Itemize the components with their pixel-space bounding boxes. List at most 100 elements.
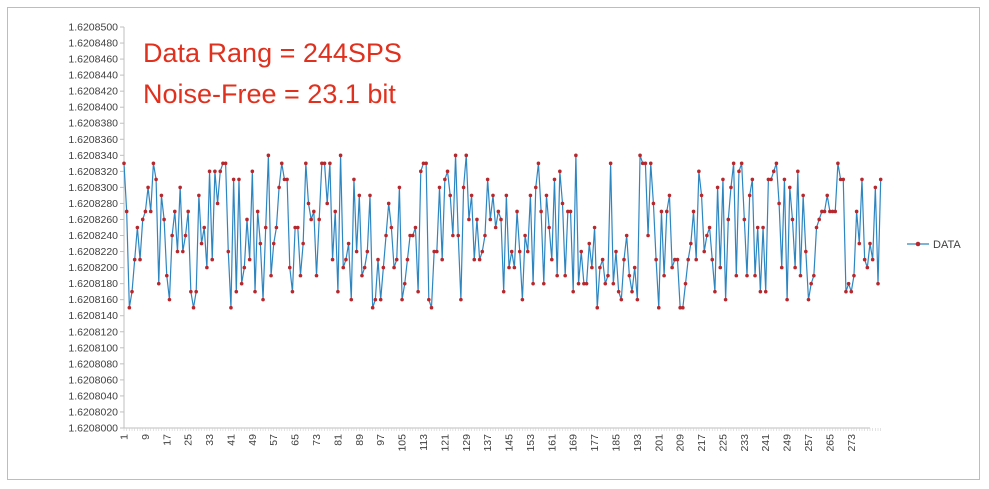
data-point [643, 161, 648, 166]
data-point [624, 233, 629, 238]
data-point [630, 289, 634, 294]
data-point [860, 177, 864, 182]
data-point [844, 289, 848, 294]
x-tick-label: 233 [739, 434, 751, 452]
data-point [229, 305, 233, 310]
y-tick-label: 1.6208360 [68, 134, 118, 146]
data-point [595, 305, 600, 310]
data-point [378, 297, 383, 302]
data-point [122, 161, 126, 166]
data-point [812, 273, 816, 278]
data-point [547, 225, 551, 230]
data-point [427, 297, 431, 302]
data-point [828, 209, 832, 214]
data-point [413, 225, 418, 230]
data-point [437, 185, 442, 190]
data-point [686, 257, 690, 262]
data-point [785, 297, 789, 302]
data-point [836, 161, 840, 166]
y-tick-label: 1.6208420 [68, 86, 118, 98]
data-point [608, 161, 613, 166]
x-tick-label: 145 [504, 434, 516, 452]
series-line [123, 154, 882, 309]
data-point [360, 273, 364, 278]
data-point [582, 281, 586, 286]
y-tick-label: 1.6208100 [68, 342, 118, 354]
x-axis: 1 9 17 25 33 41 49 57 65 73 81 89 97 105 113 121 129 137 1… [119, 427, 881, 452]
data-point [480, 249, 485, 254]
data-point [699, 193, 704, 198]
data-point [520, 297, 525, 302]
data-point [721, 177, 725, 182]
data-point [531, 281, 535, 286]
data-point [600, 257, 605, 262]
legend-marker-swatch [915, 241, 921, 247]
data-point [771, 169, 776, 174]
x-tick-label: 257 [803, 434, 815, 452]
data-point [614, 249, 618, 254]
data-point [675, 257, 680, 262]
data-point [606, 273, 610, 278]
data-point [143, 209, 148, 214]
data-series [122, 153, 883, 310]
data-point [622, 257, 626, 262]
data-point [488, 217, 493, 222]
data-point [651, 201, 656, 206]
data-point [419, 169, 423, 174]
legend: DATA [907, 239, 961, 251]
data-point [723, 297, 728, 302]
data-point [533, 185, 538, 190]
data-point [611, 281, 616, 286]
data-point [330, 257, 335, 262]
data-point [517, 249, 522, 254]
data-point [753, 273, 757, 278]
data-point [285, 177, 289, 182]
data-point [459, 297, 463, 302]
data-point [579, 249, 584, 254]
y-tick-label: 1.6208300 [68, 182, 118, 194]
data-point [496, 209, 501, 214]
data-point [477, 257, 482, 262]
data-point [354, 249, 359, 254]
x-tick-label: 113 [418, 434, 430, 451]
data-point [571, 289, 575, 294]
data-point [707, 225, 712, 230]
x-tick-label: 49 [247, 434, 259, 446]
data-point [207, 169, 212, 174]
data-point [429, 305, 434, 310]
data-point [536, 161, 541, 166]
data-point [279, 161, 284, 166]
data-point [787, 185, 792, 190]
data-point [806, 297, 811, 302]
data-point [779, 265, 784, 270]
data-point [734, 273, 739, 278]
data-point [726, 217, 731, 222]
y-tick-label: 1.6208080 [68, 358, 118, 370]
data-point [159, 193, 164, 198]
data-point [336, 289, 340, 294]
data-point [424, 161, 428, 166]
data-point [525, 249, 530, 254]
data-point [400, 297, 404, 302]
data-point [689, 241, 693, 246]
data-point [854, 209, 859, 214]
x-tick-label: 217 [696, 434, 708, 452]
data-point [774, 161, 779, 166]
data-point [646, 233, 650, 238]
data-point [221, 161, 225, 166]
x-tick-label: 73 [311, 434, 323, 446]
data-point [766, 177, 771, 182]
data-point [247, 257, 252, 262]
data-point [344, 257, 348, 262]
data-point [822, 209, 827, 214]
data-point [135, 225, 140, 230]
data-point [574, 153, 578, 158]
data-point [309, 217, 313, 222]
data-point [544, 193, 549, 198]
data-point [301, 241, 305, 246]
data-point [876, 281, 880, 286]
data-point [282, 177, 287, 182]
data-point [635, 297, 640, 302]
data-point [691, 209, 696, 214]
data-point [713, 289, 717, 294]
